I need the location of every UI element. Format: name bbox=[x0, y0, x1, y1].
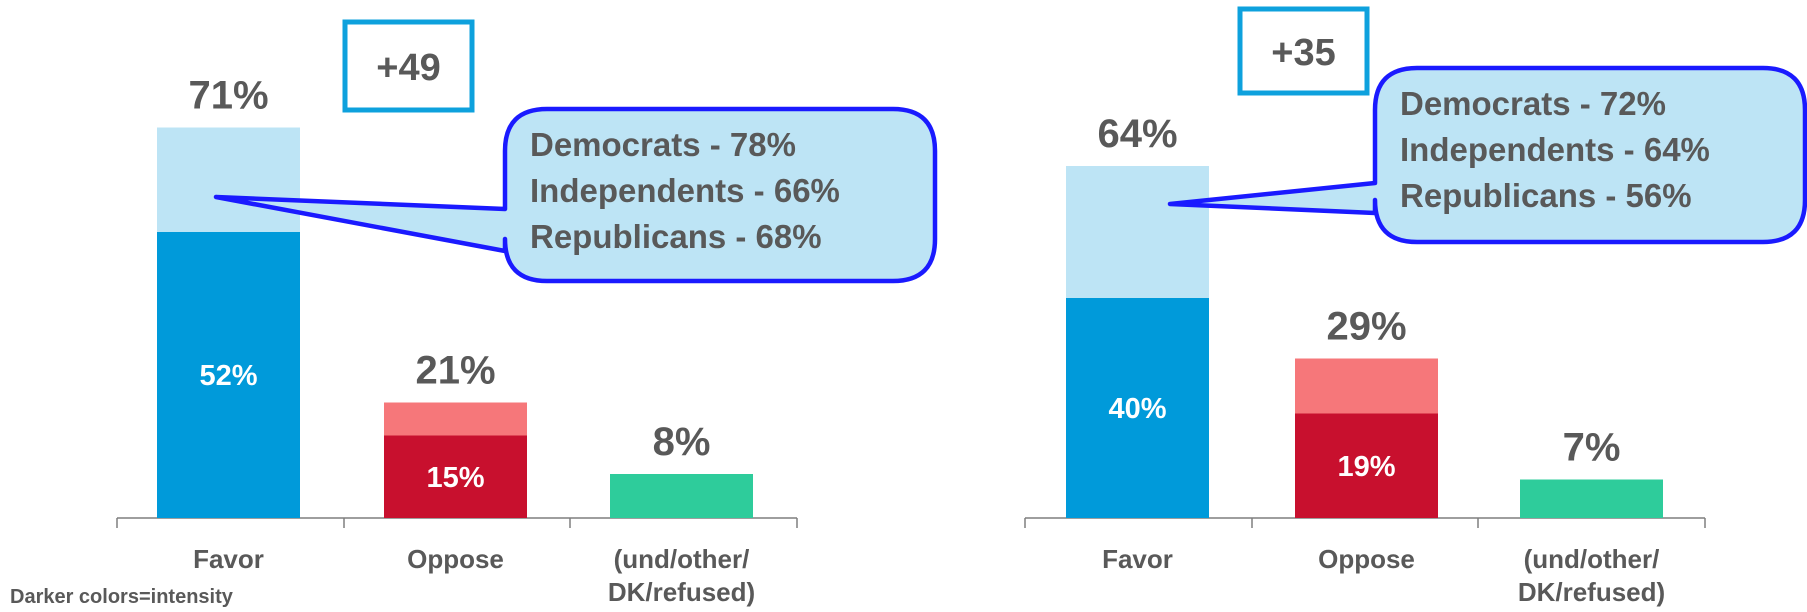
panel-2-bar-intense-0 bbox=[1066, 298, 1209, 518]
panel-2-bar-intense-1 bbox=[1295, 413, 1438, 518]
panel-1-callout-bubble bbox=[213, 106, 938, 284]
panel-1-intense-label-1: 15% bbox=[426, 462, 484, 494]
panel-2-intense-label-1: 19% bbox=[1337, 451, 1395, 483]
panel-1-category-label-2-line-1: DK/refused) bbox=[608, 577, 755, 607]
panel-1-callout-line-0: Democrats - 78% bbox=[530, 126, 796, 163]
panel-1-category-label-0: Favor bbox=[193, 544, 264, 574]
panel-1-total-label-0: 71% bbox=[188, 74, 268, 118]
panel-1-margin-box bbox=[342, 19, 475, 113]
intensity-note: Darker colors=intensity bbox=[10, 586, 233, 608]
panel-2-callout-line-0: Democrats - 72% bbox=[1400, 85, 1666, 122]
panel-2-category-label-2-line-1: DK/refused) bbox=[1518, 577, 1665, 607]
panel-2-total-label-1: 29% bbox=[1326, 305, 1406, 349]
panel-2-callout-line-2: Republicans - 56% bbox=[1400, 177, 1692, 214]
panel-2-category-label-0: Favor bbox=[1102, 544, 1173, 574]
panel-1-category-label-2-line-0: (und/other/ bbox=[614, 544, 750, 574]
panel-2-callout-bubble bbox=[1167, 65, 1807, 245]
panel-2-category-label-1: Oppose bbox=[1318, 544, 1415, 574]
panel-2-total-label-2: 7% bbox=[1563, 426, 1621, 470]
panel-1-bar-total-2 bbox=[610, 474, 753, 518]
panel-2-total-label-0: 64% bbox=[1097, 112, 1177, 156]
panel-2-margin-box bbox=[1237, 6, 1370, 96]
panel-2-intense-label-0: 40% bbox=[1108, 393, 1166, 425]
panel-1-total-label-2: 8% bbox=[653, 420, 711, 464]
panel-1-intense-label-0: 52% bbox=[199, 360, 257, 392]
panel-2-callout-line-1: Independents - 64% bbox=[1400, 131, 1710, 168]
panel-1-callout-line-1: Independents - 66% bbox=[530, 172, 840, 209]
panel-2-bar-total-2 bbox=[1520, 479, 1663, 518]
panel-1-category-label-1: Oppose bbox=[407, 544, 504, 574]
panel-1-callout-line-2: Republicans - 68% bbox=[530, 218, 822, 255]
panel-1-bar-intense-1 bbox=[384, 435, 527, 518]
panel-1-bar-intense-0 bbox=[157, 232, 300, 518]
panel-1-margin-label: +49 bbox=[376, 47, 440, 89]
panel-2-category-label-2-line-0: (und/other/ bbox=[1524, 544, 1660, 574]
panel-1-total-label-1: 21% bbox=[415, 349, 495, 393]
panel-2-margin-label: +35 bbox=[1271, 32, 1335, 74]
